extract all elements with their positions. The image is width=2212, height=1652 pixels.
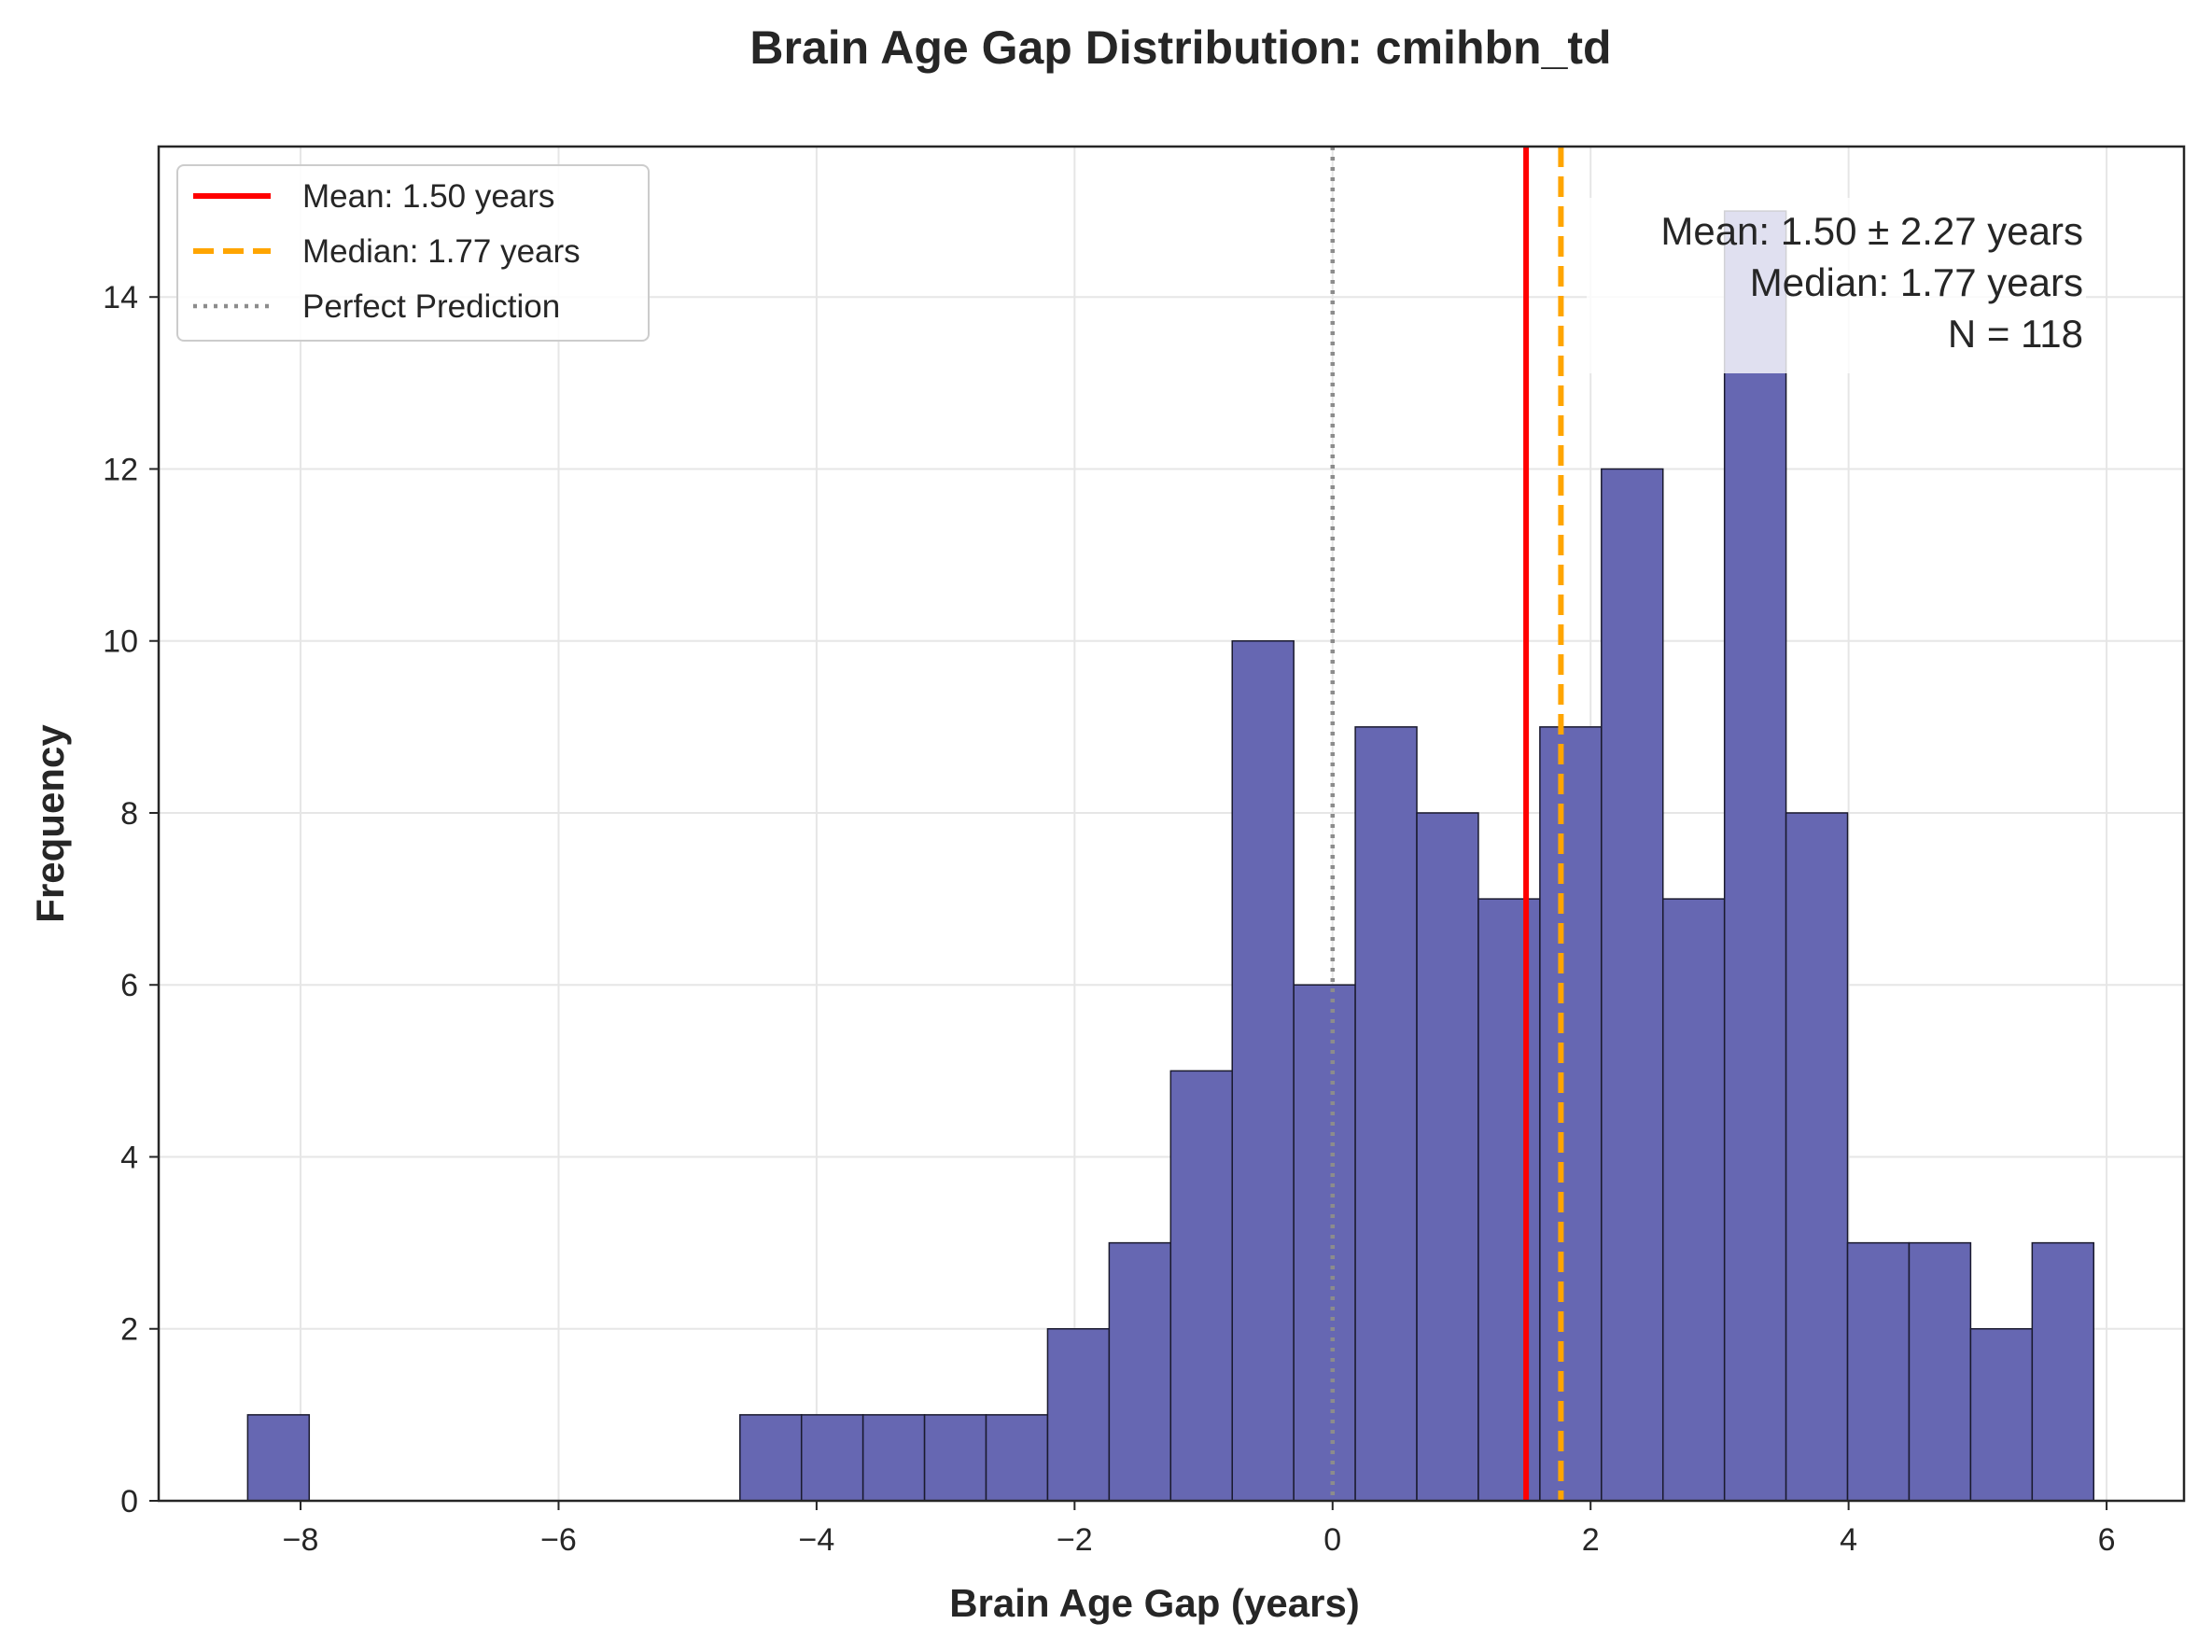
legend-box xyxy=(176,164,650,342)
histogram-bar xyxy=(2031,1241,2094,1502)
histogram-bar xyxy=(1539,726,1603,1502)
y-tick-label: 4 xyxy=(120,1140,138,1175)
x-tick-label: 4 xyxy=(1840,1522,1857,1558)
y-axis-label: Frequency xyxy=(28,724,72,923)
histogram-bar xyxy=(1846,1241,1911,1502)
stats-box: Mean: 1.50 ± 2.27 years Median: 1.77 year… xyxy=(1587,198,2086,373)
legend-item-perfect-prediction: Perfect Prediction xyxy=(302,288,560,325)
histogram-bar xyxy=(1169,1070,1233,1502)
histogram-bar xyxy=(1293,984,1356,1502)
y-tick-label: 2 xyxy=(120,1312,138,1348)
histogram-bar xyxy=(1046,1327,1111,1502)
legend-item-mean: Mean: 1.50 years xyxy=(302,178,554,215)
histogram-bar xyxy=(985,1414,1049,1502)
y-tick-label: 8 xyxy=(120,796,138,832)
histogram-bar xyxy=(800,1414,864,1502)
x-axis-ticks: −8 −6 −4 −2 0 2 4 6 xyxy=(283,1501,2116,1558)
y-tick-label: 14 xyxy=(103,280,138,315)
y-tick-label: 6 xyxy=(120,968,138,1003)
histogram-bar xyxy=(1108,1241,1172,1502)
x-tick-label: 6 xyxy=(2098,1522,2116,1558)
x-tick-label: −4 xyxy=(799,1522,835,1558)
x-tick-label: −2 xyxy=(1057,1522,1093,1558)
histogram-bars xyxy=(246,210,2094,1502)
histogram-bar xyxy=(1969,1327,2034,1502)
histogram-bar xyxy=(1785,812,1849,1502)
histogram-bar xyxy=(1723,210,1787,1502)
y-tick-label: 0 xyxy=(120,1484,138,1519)
y-tick-label: 12 xyxy=(103,452,138,487)
histogram-bar xyxy=(739,1414,803,1502)
stats-line: N = 118 xyxy=(1948,312,2083,356)
x-tick-label: −8 xyxy=(283,1522,319,1558)
histogram-bar xyxy=(1477,898,1541,1502)
x-tick-label: −6 xyxy=(540,1522,577,1558)
y-tick-label: 10 xyxy=(103,624,138,660)
stats-line: Median: 1.77 years xyxy=(1750,260,2083,304)
histogram-bar xyxy=(1416,812,1479,1502)
histogram-bar xyxy=(861,1414,926,1502)
x-tick-label: 0 xyxy=(1323,1522,1341,1558)
histogram-bar xyxy=(1908,1241,1972,1502)
histogram-bar xyxy=(1601,468,1664,1502)
x-axis-label: Brain Age Gap (years) xyxy=(949,1581,1360,1625)
legend-item-median: Median: 1.77 years xyxy=(302,233,581,270)
histogram-bar xyxy=(1354,726,1418,1502)
stats-line: Mean: 1.50 ± 2.27 years xyxy=(1660,209,2083,253)
chart-title: Brain Age Gap Distribution: cmihbn_td xyxy=(749,21,1611,74)
reference-lines xyxy=(1330,147,1564,1501)
legend: Mean: 1.50 years Median: 1.77 years Perfec… xyxy=(176,164,650,342)
histogram-bar xyxy=(246,1414,311,1502)
x-tick-label: 2 xyxy=(1582,1522,1600,1558)
histogram-bar xyxy=(923,1414,987,1502)
histogram-bar xyxy=(1231,639,1295,1502)
histogram-bar xyxy=(1661,898,1726,1502)
plot-frame xyxy=(157,145,2186,1503)
y-axis-ticks: 0 2 4 6 8 10 12 14 xyxy=(103,280,159,1519)
stats-box-background xyxy=(1587,198,2086,373)
